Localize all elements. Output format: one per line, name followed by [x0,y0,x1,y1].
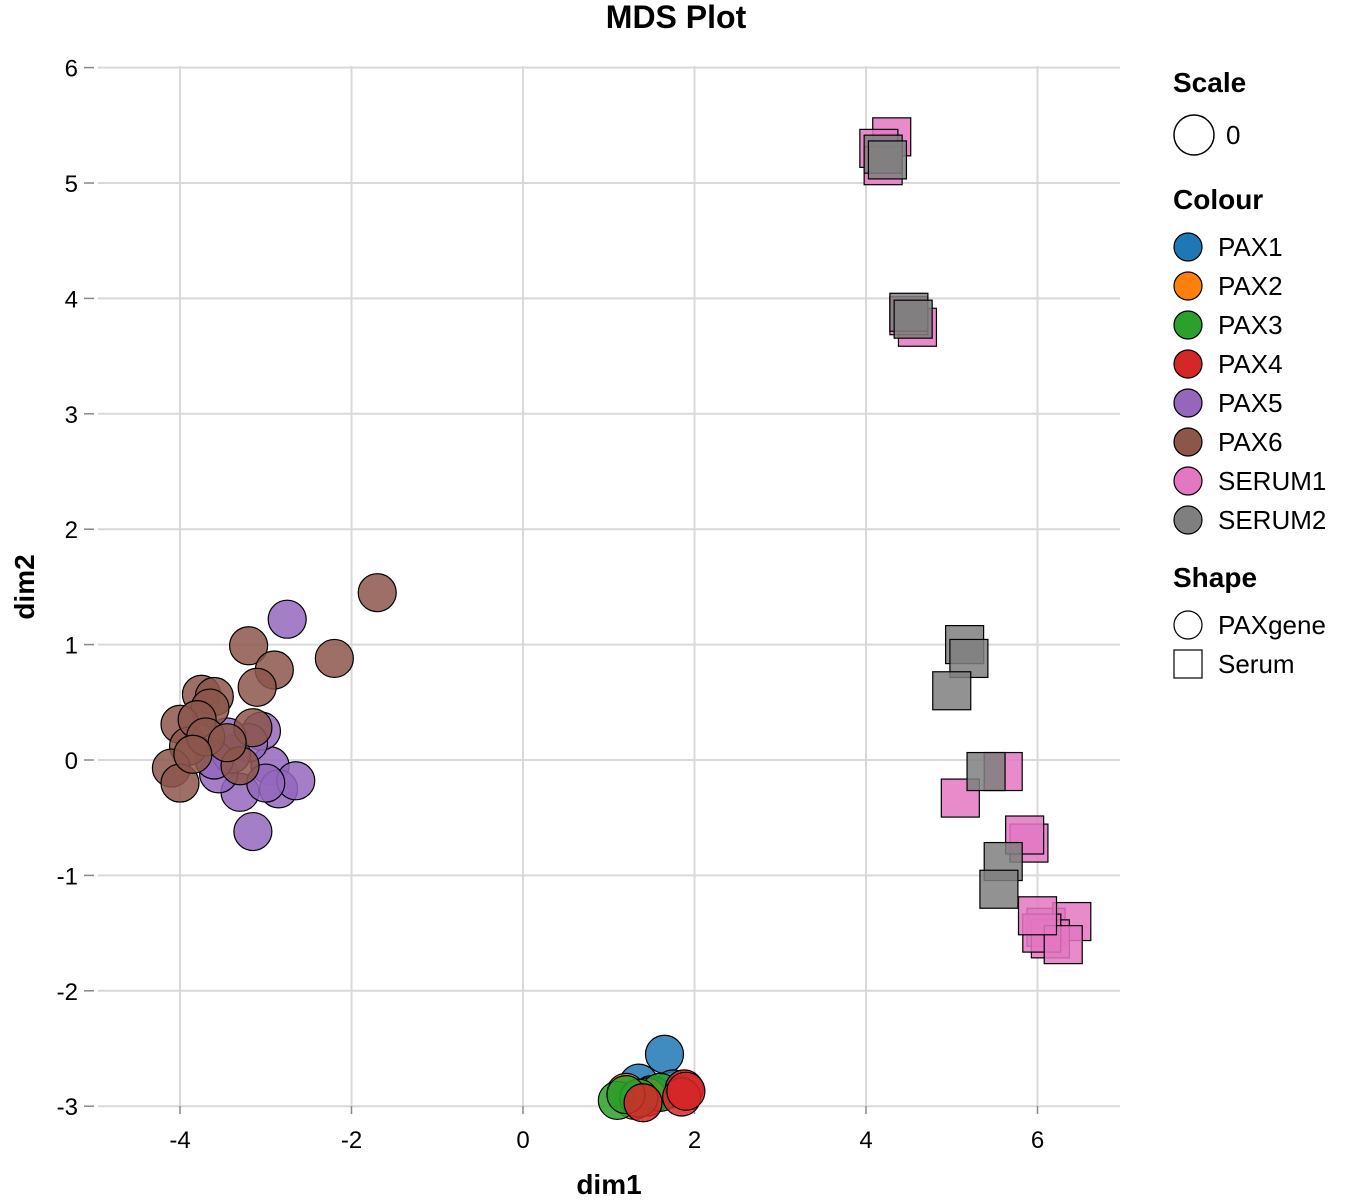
legend-swatch-pax3 [1173,310,1203,340]
x-tick-label: 4 [859,1127,872,1154]
legend-scale-title: Scale [1173,67,1246,98]
x-tick-label: -2 [341,1127,362,1154]
point-serum1 [1005,815,1045,855]
legend-shape-label: Serum [1218,649,1295,679]
point-pax5 [267,599,307,639]
legend-swatch-serum1 [1173,466,1203,496]
points-layer [151,117,1092,1123]
legend-label-pax2: PAX2 [1218,271,1283,301]
point-pax6 [229,626,269,666]
legend-scale-label: 0 [1226,120,1240,150]
legend-label-pax3: PAX3 [1218,310,1283,340]
point-pax4 [623,1083,663,1123]
y-tick-label: 6 [65,56,78,83]
y-tick-label: 4 [65,286,78,313]
point-pax6 [173,734,213,774]
x-axis-title: dim1 [576,1169,641,1200]
point-serum2 [893,299,933,339]
point-serum2 [949,638,989,679]
legend-label-pax5: PAX5 [1218,388,1283,418]
legend-swatch-pax5 [1173,388,1203,418]
y-axis-title: dim2 [9,554,40,619]
point-serum2 [966,751,1006,792]
legend: Scale 0 Colour PAX1 PAX2 PAX3 PAX4 PAX5 PAX6 SERU… [1173,67,1326,679]
y-tick-label: 2 [65,517,78,544]
legend-shape-title: Shape [1173,562,1257,593]
point-serum1 [1017,896,1058,936]
y-tick-label: 0 [65,748,78,775]
x-tick-label: 6 [1031,1127,1044,1154]
y-tick-label: -3 [57,1094,78,1121]
legend-label-pax6: PAX6 [1218,427,1283,457]
point-pax6 [207,723,247,763]
legend-swatch-pax4 [1173,349,1203,379]
axis-layer: -4 -2 0 2 4 6 -3 -2 -1 0 1 2 3 4 5 6 [57,56,1045,1154]
x-tick-label: 2 [688,1127,701,1154]
point-pax4 [666,1071,706,1111]
point-serum1 [1043,925,1083,965]
legend-scale-circle [1173,114,1215,156]
legend-label-serum1: SERUM1 [1218,466,1326,496]
legend-swatch-pax1 [1173,232,1203,262]
legend-shape-label: PAXgene [1218,610,1326,640]
legend-shape-square [1173,649,1203,679]
legend-swatch-pax6 [1173,427,1203,457]
point-pax6 [314,638,354,679]
x-tick-label: 0 [516,1127,529,1154]
point-pax6 [357,573,397,613]
point-serum2 [932,671,972,711]
legend-swatch-pax2 [1173,271,1203,301]
y-tick-label: 1 [65,633,78,660]
legend-label-serum2: SERUM2 [1218,505,1326,535]
legend-swatch-serum2 [1173,505,1203,535]
legend-label-pax1: PAX1 [1218,232,1283,262]
legend-shape-circle [1173,610,1203,640]
point-pax6 [237,667,277,707]
y-tick-label: 3 [65,402,78,429]
point-serum2 [979,869,1019,909]
legend-label-pax4: PAX4 [1218,349,1283,379]
point-pax5 [233,811,273,852]
chart-title: MDS Plot [606,0,747,35]
y-tick-label: 5 [65,171,78,198]
legend-colour-title: Colour [1173,184,1263,215]
y-tick-label: -1 [57,863,78,890]
point-serum2 [867,140,908,180]
point-pax1 [644,1034,685,1074]
grid-layer [98,66,1120,1108]
x-tick-label: -4 [169,1127,190,1154]
y-tick-label: -2 [57,979,78,1006]
